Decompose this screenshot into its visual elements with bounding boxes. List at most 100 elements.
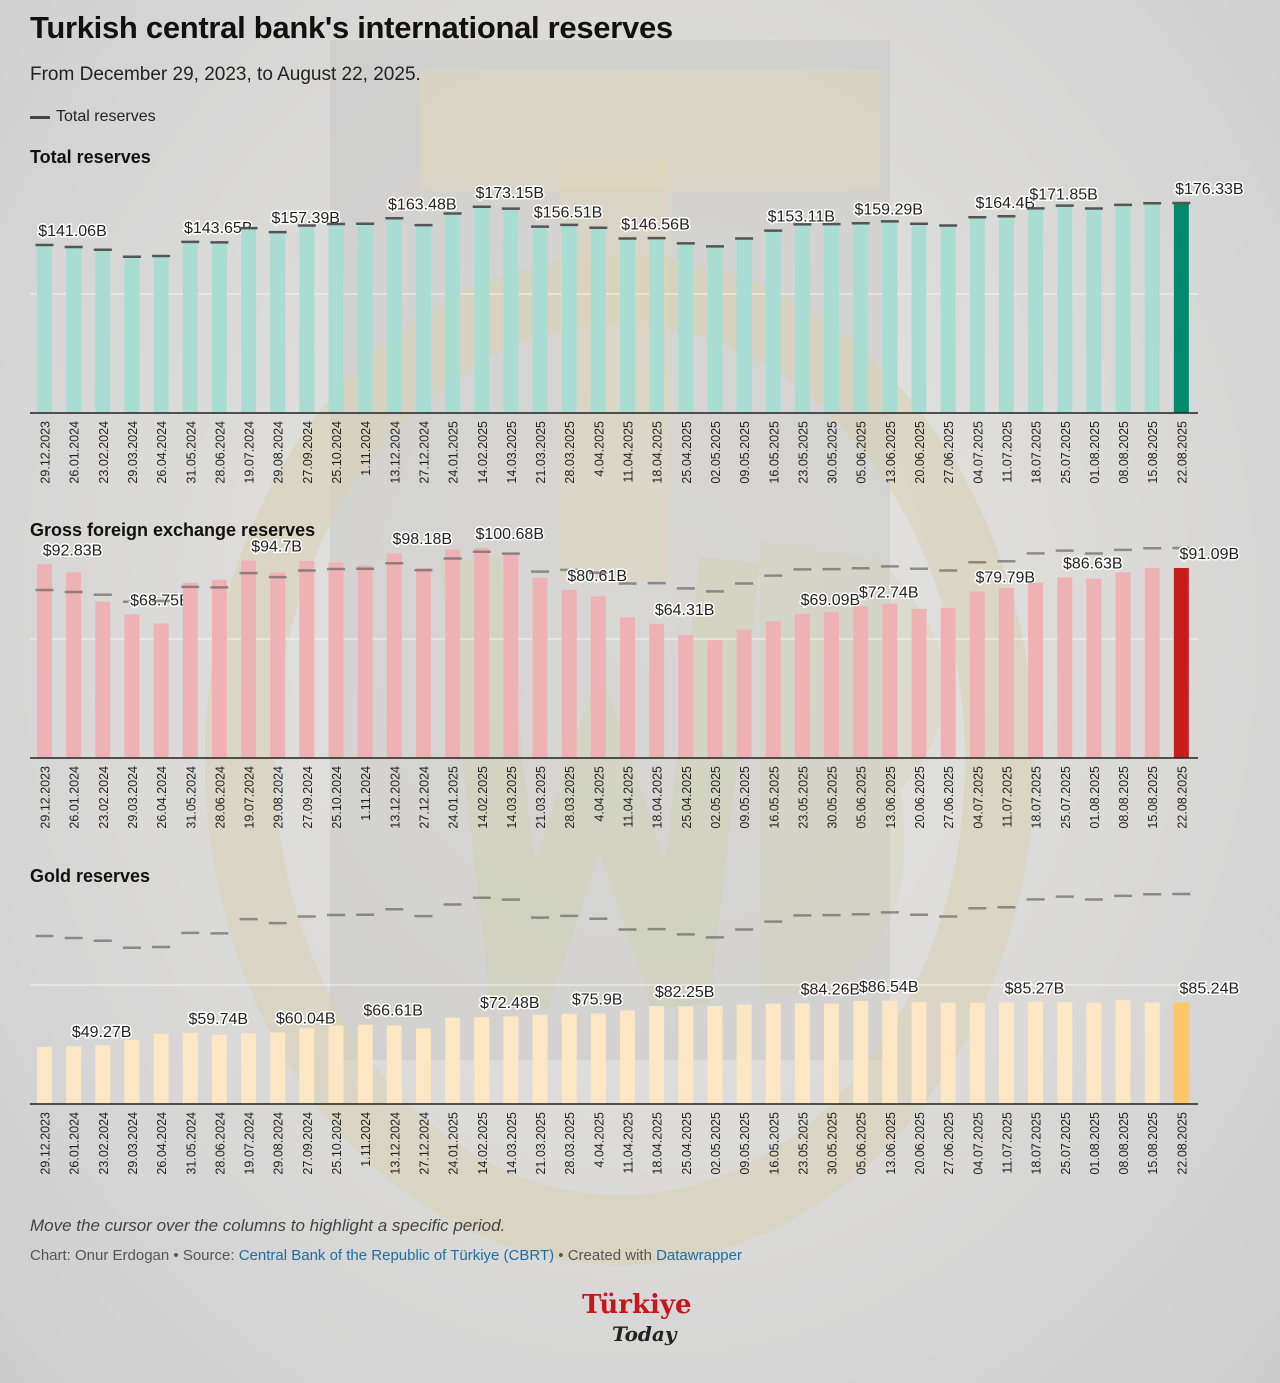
total-tick-label: 01.08.2025 [1088,421,1102,484]
datawrapper-link[interactable]: Datawrapper [656,1247,742,1264]
fx-tick-label: 16.05.2025 [767,766,781,829]
total-bar [503,208,519,413]
fx-tick-label: 18.04.2025 [651,766,665,829]
fx-tick-label: 08.08.2025 [1117,766,1131,829]
total-bar [153,256,169,413]
gold-reserves-chart[interactable]: 29.12.2023 $49.27B 26.01.2024 23.02.2024 29.… [0,866,1280,1196]
fx-bar [182,582,198,758]
fx-tick-label: 22.08.2025 [1175,766,1189,829]
total-tick-label: 11.04.2025 [622,421,636,483]
total-reserves-chart[interactable]: $141.06B 29.12.2023 26.01.2024 23.02.2024 29… [0,150,1280,500]
fx-value-label: $91.09B [1180,546,1240,563]
gold-tick-label: 21.03.2025 [534,1112,548,1175]
gold-tick-label: 4.04.2025 [592,1112,606,1168]
gold-bar [620,1010,635,1104]
gold-bar [1115,1000,1131,1104]
chart-title: Turkish central bank's international res… [30,10,673,45]
gold-tick-label: 28.03.2025 [563,1112,577,1175]
gold-tick-label: 28.06.2024 [213,1112,227,1175]
fx-value-label: $79.79B [975,570,1035,587]
gold-tick-label: 26.01.2024 [68,1112,82,1175]
fx-tick-label: 1.11.2024 [359,766,373,821]
fx-tick-label: 30.05.2025 [826,766,840,829]
total-bar [66,246,82,413]
total-bar [241,228,257,413]
total-tick-label: 18.04.2025 [651,421,665,484]
fx-tick-label: 11.07.2025 [1000,766,1014,828]
gold-value-label: $75.9B [572,992,623,1009]
total-tick-label: 08.08.2025 [1117,421,1131,484]
gold-tick-label: 04.07.2025 [971,1112,985,1175]
total-value-label: $163.48B [388,196,457,213]
gold-bar [649,1006,665,1104]
gold-value-label: $85.24B [1180,980,1240,997]
fx-tick-label: 13.06.2025 [884,766,898,829]
total-bar [211,242,227,413]
gold-tick-label: 05.06.2025 [855,1112,869,1175]
gold-bar [503,1016,519,1104]
fx-bar [124,614,140,758]
gold-bar [707,1005,723,1104]
gold-bar [328,1025,344,1104]
total-tick-label: 13.12.2024 [388,421,402,484]
gold-bar [474,1017,490,1104]
source-link[interactable]: Central Bank of the Republic of Türkiye … [238,1247,555,1264]
gold-bar [357,1024,373,1104]
total-bar [940,225,956,413]
fx-bar [561,589,577,758]
gold-tick-label: 31.05.2024 [184,1112,198,1175]
fx-tick-label: 23.02.2024 [97,766,111,829]
fx-bar [1028,582,1044,758]
gold-tick-label: 22.08.2025 [1175,1112,1189,1175]
gold-tick-label: 09.05.2025 [738,1112,752,1175]
total-value-label: $171.85B [1029,186,1098,203]
total-tick-label: 29.03.2024 [126,421,140,484]
fx-tick-label: 14.03.2025 [505,766,519,829]
credits-prefix: Chart: Onur Erdogan • Source: [30,1247,239,1264]
gold-tick-label: 19.07.2024 [243,1112,257,1175]
total-tick-label: 24.01.2025 [447,421,461,484]
total-value-label: $173.15B [475,185,544,202]
gold-value-label: $84.26B [801,981,861,998]
gold-tick-label: 11.07.2025 [1000,1112,1014,1174]
total-bar [620,238,635,413]
fx-bar [707,640,723,758]
fx-bar [911,608,927,758]
fx-tick-label: 11.04.2025 [622,766,636,828]
gold-bar [66,1046,82,1104]
gold-bar [182,1032,198,1104]
fx-bar [415,568,431,758]
total-tick-label: 19.07.2024 [243,421,257,484]
gold-bar [415,1028,431,1104]
turkiye-today-logo: Türkiye Today [572,1290,712,1360]
fx-tick-label: 27.06.2025 [942,766,956,829]
total-value-label: $159.29B [854,201,923,218]
gold-bar [940,1002,956,1104]
gold-tick-label: 11.04.2025 [622,1112,636,1174]
fx-bar [37,564,52,758]
total-bar [590,227,606,413]
total-bar [969,217,985,413]
fx-tick-label: 26.01.2024 [68,766,82,829]
gold-tick-label: 13.12.2024 [388,1112,402,1175]
gold-bar [911,1002,927,1104]
gold-bar [794,1003,810,1104]
total-bar [1086,208,1102,413]
total-bar [95,249,111,413]
total-bar [299,225,315,413]
total-bar [678,243,694,413]
fx-bar [1144,568,1160,758]
fx-tick-label: 04.07.2025 [971,766,985,829]
fx-bar [882,603,898,758]
total-tick-label: 05.06.2025 [855,421,869,484]
fx-bar [969,591,985,758]
total-tick-label: 29.12.2023 [39,421,53,484]
gold-tick-label: 14.03.2025 [505,1112,519,1175]
gold-bar [678,1006,694,1104]
gold-bar [1144,1002,1160,1104]
fx-bar [1173,568,1189,758]
total-tick-label: 18.07.2025 [1030,421,1044,484]
total-bar [124,256,140,413]
fx-tick-label: 27.12.2024 [417,766,431,829]
